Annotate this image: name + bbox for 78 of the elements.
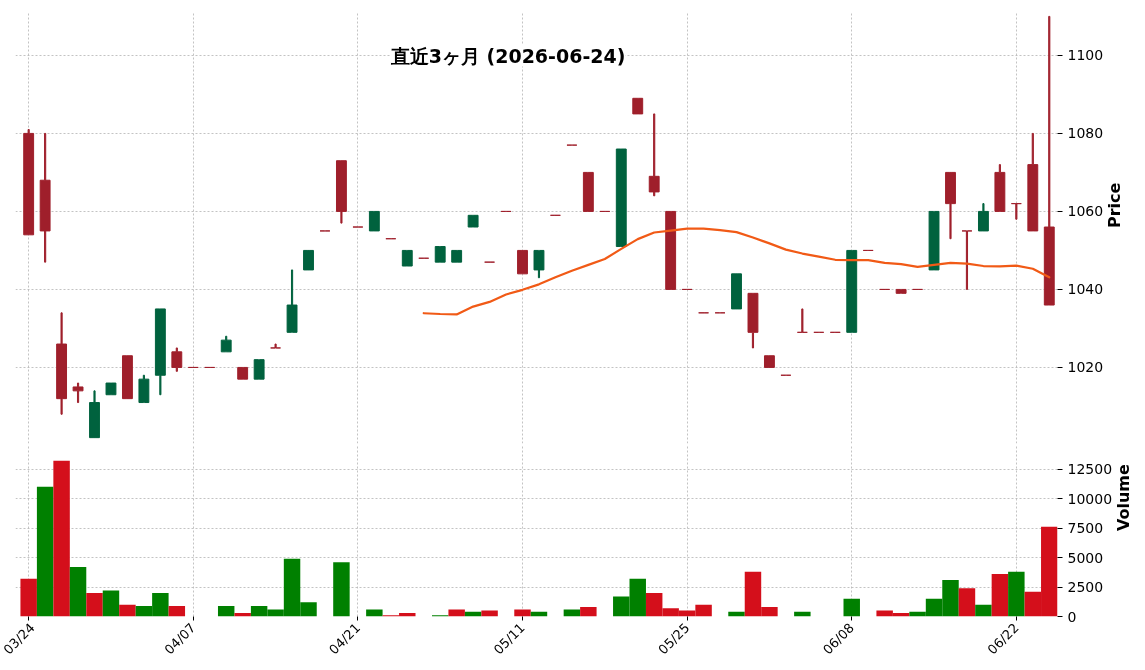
candlestick xyxy=(928,210,940,271)
candlestick xyxy=(451,249,463,263)
y-tick-label: 1060 xyxy=(1067,203,1104,220)
bar xyxy=(119,604,136,617)
candlestick xyxy=(632,97,644,115)
bar xyxy=(86,592,103,617)
candlestick xyxy=(731,273,742,310)
y-tick-label: 1040 xyxy=(1067,281,1104,298)
y-tick-label: 12500 xyxy=(1067,461,1113,478)
bar xyxy=(514,609,531,617)
y-axis-title: Price xyxy=(1104,182,1124,228)
candlestick xyxy=(517,249,528,275)
candlestick xyxy=(1043,15,1055,306)
candlestick xyxy=(763,355,775,368)
candlestick xyxy=(72,382,84,404)
bar xyxy=(843,598,860,617)
candlestick xyxy=(1010,203,1022,220)
y-tick-label: 10000 xyxy=(1067,490,1113,507)
line-series xyxy=(422,227,1051,316)
candlestick xyxy=(237,366,249,380)
y-tick-label: 1080 xyxy=(1067,125,1104,142)
bar xyxy=(333,562,350,617)
bar xyxy=(991,574,1009,617)
candlestick xyxy=(665,210,677,290)
bar xyxy=(36,486,54,617)
candlestick xyxy=(434,246,446,263)
bar xyxy=(580,607,597,617)
candlestick xyxy=(533,249,545,279)
candlestick xyxy=(138,374,150,404)
candlestick xyxy=(56,312,68,415)
candlestick xyxy=(994,164,1006,212)
bar xyxy=(1008,571,1025,617)
candlestick xyxy=(977,203,989,232)
y-tick-label: 0 xyxy=(1067,608,1077,625)
candlestick xyxy=(303,249,314,271)
candlestick xyxy=(945,171,956,240)
candlestick xyxy=(253,359,265,380)
candlestick xyxy=(23,129,35,236)
candlestick xyxy=(171,347,183,372)
candlestick xyxy=(747,292,759,349)
candlestick xyxy=(467,214,479,228)
y-tick-label: 1100 xyxy=(1067,47,1104,64)
candlestick xyxy=(336,160,347,224)
candlestick xyxy=(270,343,282,349)
bar xyxy=(448,609,465,617)
bar xyxy=(20,578,37,617)
candlestick xyxy=(961,230,973,290)
candlestick xyxy=(39,132,51,263)
bar xyxy=(563,609,581,617)
candlestick xyxy=(154,308,166,396)
y-axis-title: Volume xyxy=(1113,463,1133,531)
y-tick-label: 7500 xyxy=(1067,520,1104,537)
candlestick xyxy=(368,210,380,232)
y-tick-label: 2500 xyxy=(1067,579,1104,596)
bar xyxy=(975,604,992,617)
candlestick xyxy=(105,382,117,396)
candlestick xyxy=(582,171,594,212)
candlestick xyxy=(286,269,298,333)
y-tick-label: 5000 xyxy=(1067,549,1104,566)
bar xyxy=(53,460,70,617)
bar xyxy=(958,588,976,617)
bar xyxy=(217,605,235,617)
candlestick xyxy=(796,308,808,333)
candlestick xyxy=(89,390,100,439)
bar xyxy=(69,566,87,617)
candlestick xyxy=(220,335,232,353)
candlestick xyxy=(122,355,133,400)
bar xyxy=(366,609,383,617)
candlestick xyxy=(1027,132,1039,232)
text: 直近3ヶ月 (2026-06-24) xyxy=(389,44,626,67)
bar xyxy=(102,590,120,617)
bar xyxy=(168,605,186,617)
candlestick xyxy=(615,148,627,248)
y-tick-label: 1020 xyxy=(1067,359,1104,376)
candlestick xyxy=(401,249,413,267)
candlestick xyxy=(846,249,858,333)
candlestick xyxy=(648,113,660,197)
candlestick xyxy=(895,288,907,294)
